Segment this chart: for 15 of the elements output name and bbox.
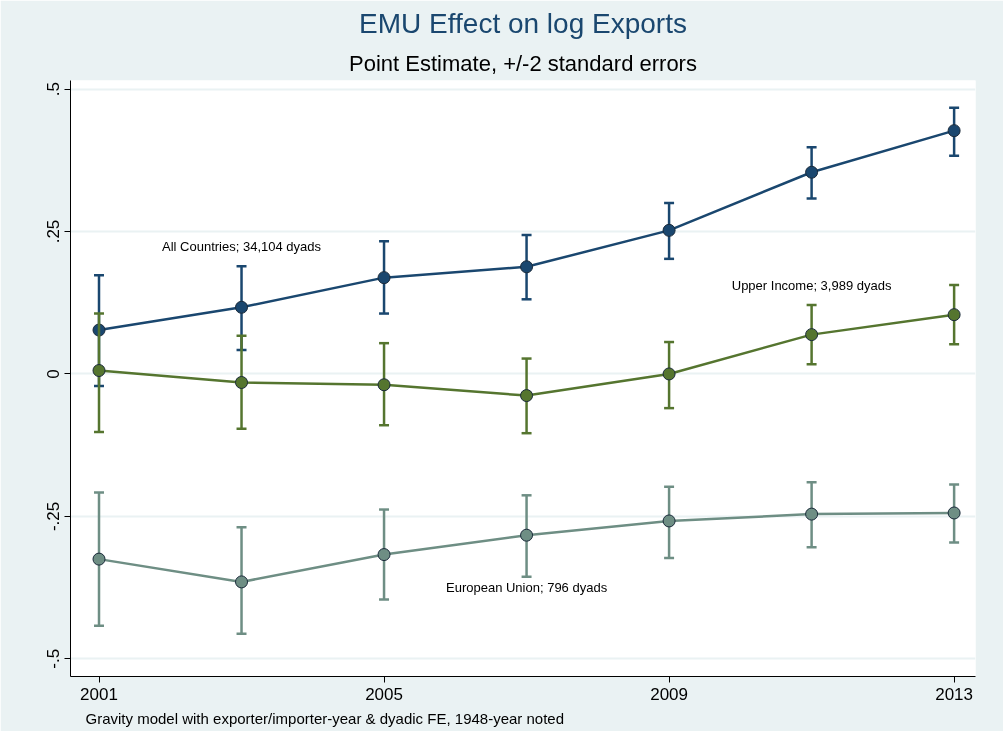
text: All Countries; 34,104 dyads: [162, 239, 322, 255]
x-tick-label: 2009: [650, 684, 688, 704]
y-tick-label: 0: [44, 369, 64, 379]
x-tick-label: 2013: [935, 684, 974, 704]
chart-title: EMU Effect on log Exports: [359, 7, 687, 39]
text: Upper Income; 3,989 dyads: [731, 278, 892, 293]
x-tick-label: 2001: [80, 684, 118, 704]
x-tick-label: 2005: [365, 684, 403, 704]
chart-subtitle: Point Estimate, +/-2 standard errors: [349, 50, 697, 76]
y-tick-label: -.5: [44, 648, 64, 669]
y-tick-label: .25: [44, 219, 64, 244]
text: Gravity model with exporter/importer-year & dyadic FE, 1948-year noted: [85, 709, 565, 727]
y-tick-label: -.25: [44, 501, 64, 532]
text: European Union; 796 dyads: [445, 579, 608, 595]
y-tick-label: .5: [44, 81, 64, 97]
